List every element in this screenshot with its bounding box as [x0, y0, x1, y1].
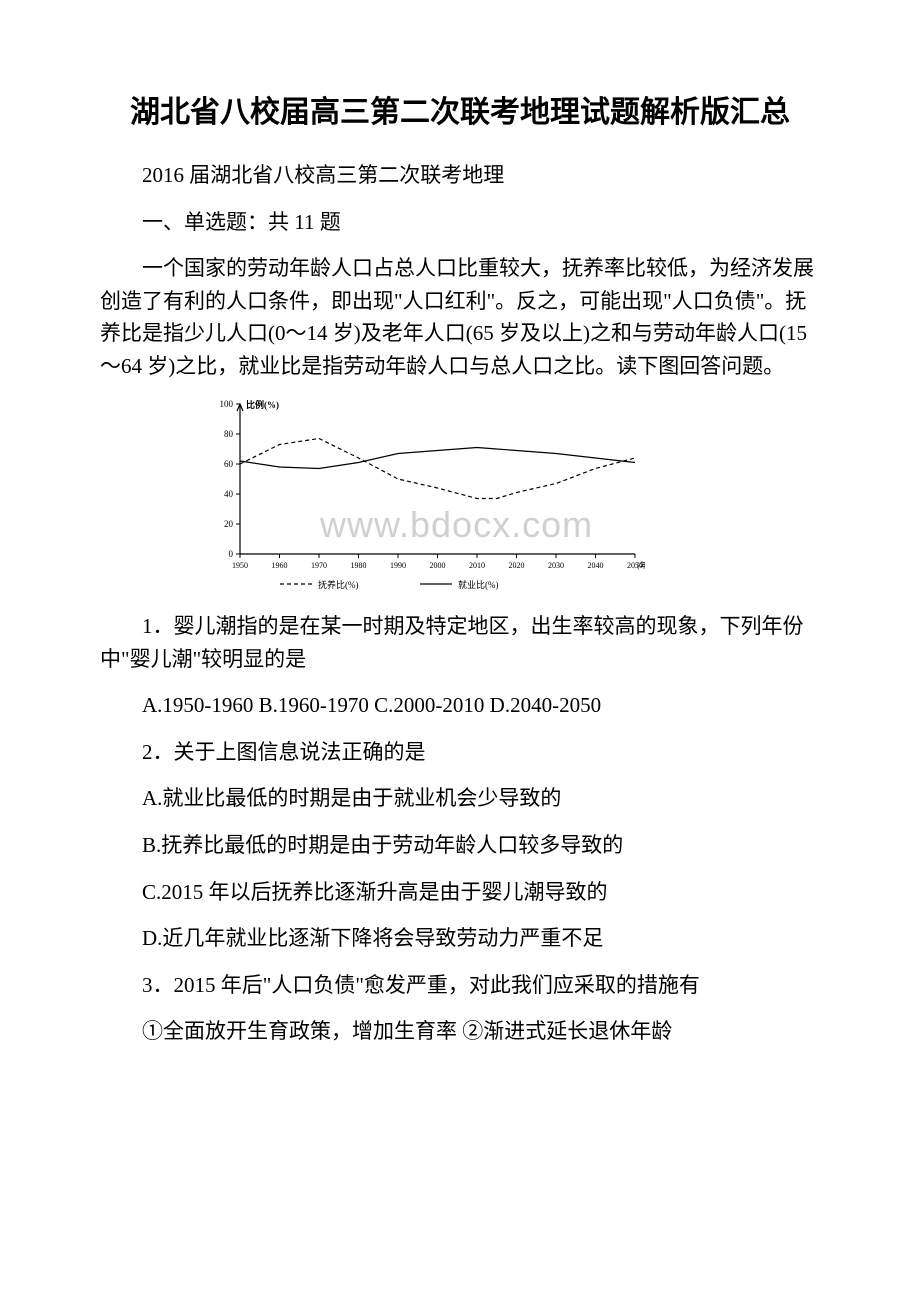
svg-text:80: 80 [224, 429, 234, 439]
intro-line: 2016 届湖北省八校高三第二次联考地理 [100, 159, 820, 192]
q1-options: A.1950-1960 B.1960-1970 C.2000-2010 D.20… [100, 689, 820, 722]
q2-option-a: A.就业比最低的时期是由于就业机会少导致的 [100, 782, 820, 815]
q2-option-d: D.近几年就业比逐渐下降将会导致劳动力严重不足 [100, 922, 820, 955]
svg-text:2010: 2010 [469, 561, 485, 570]
svg-text:40: 40 [224, 489, 234, 499]
svg-text:20: 20 [224, 519, 234, 529]
svg-text:2000: 2000 [430, 561, 446, 570]
page-title: 湖北省八校届高三第二次联考地理试题解析版汇总 [100, 90, 820, 135]
svg-text:2020: 2020 [509, 561, 525, 570]
svg-text:抚养比(%): 抚养比(%) [318, 579, 359, 590]
chart-container: www.bdocx.com 020406080100比例(%)195019601… [190, 396, 820, 596]
svg-text:1990: 1990 [390, 561, 406, 570]
q1-stem: 1．婴儿潮指的是在某一时期及特定地区，出生率较高的现象，下列年份中"婴儿潮"较明… [100, 610, 820, 675]
svg-text:60: 60 [224, 459, 234, 469]
svg-text:就业比(%): 就业比(%) [458, 579, 499, 590]
q2-option-b: B.抚养比最低的时期是由于劳动年龄人口较多导致的 [100, 829, 820, 862]
svg-text:1950: 1950 [232, 561, 248, 570]
svg-text:100: 100 [220, 399, 234, 409]
svg-text:1980: 1980 [351, 561, 367, 570]
svg-text:(年): (年) [637, 560, 645, 570]
section-heading: 一、单选题：共 11 题 [100, 206, 820, 239]
q2-option-c: C.2015 年以后抚养比逐渐升高是由于婴儿潮导致的 [100, 876, 820, 909]
svg-text:2030: 2030 [548, 561, 564, 570]
svg-text:比例(%): 比例(%) [246, 399, 279, 410]
svg-text:2040: 2040 [588, 561, 604, 570]
passage-text: 一个国家的劳动年龄人口占总人口比重较大，抚养率比较低，为经济发展创造了有利的人口… [100, 252, 820, 382]
svg-text:0: 0 [229, 549, 234, 559]
q3-options: ①全面放开生育政策，增加生育率 ②渐进式延长退休年龄 [100, 1015, 820, 1048]
svg-text:1970: 1970 [311, 561, 327, 570]
q3-stem: 3．2015 年后"人口负债"愈发严重，对此我们应采取的措施有 [100, 969, 820, 1002]
line-chart: www.bdocx.com 020406080100比例(%)195019601… [190, 396, 645, 596]
chart-svg: 020406080100比例(%)19501960197019801990200… [190, 396, 645, 596]
q2-stem: 2．关于上图信息说法正确的是 [100, 736, 820, 769]
svg-text:1960: 1960 [272, 561, 288, 570]
